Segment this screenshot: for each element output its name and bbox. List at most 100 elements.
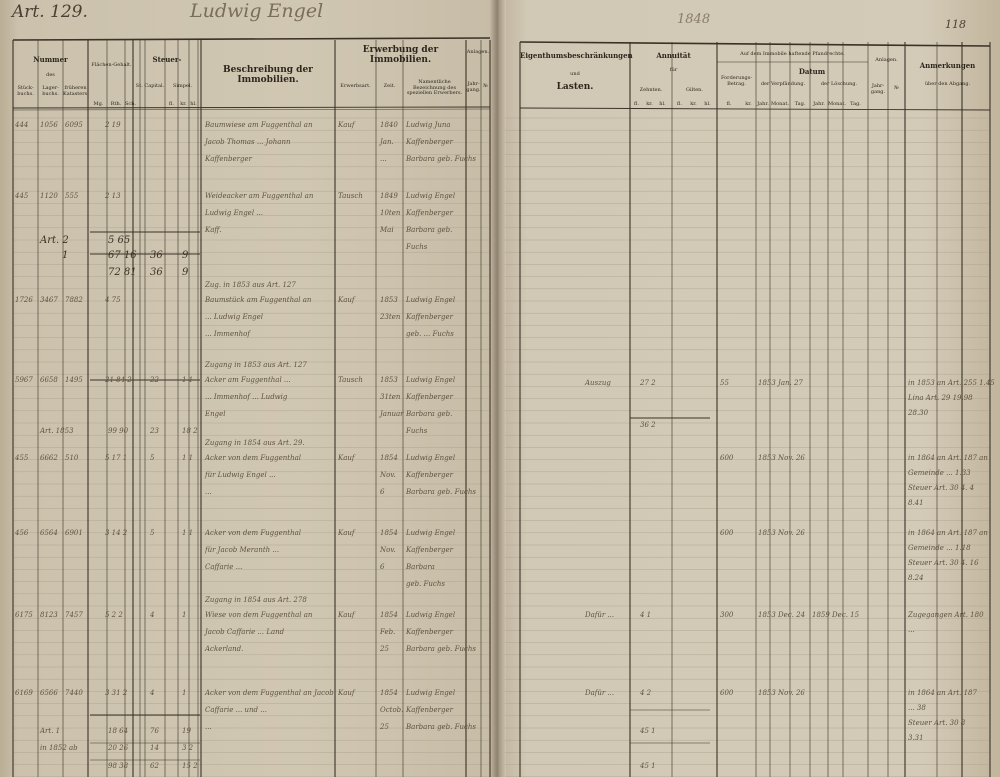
subtotal-label: in 1852 ab bbox=[40, 744, 78, 752]
stueckbuch-number: 455 bbox=[15, 454, 29, 462]
zeit-header: Zeit. bbox=[383, 83, 396, 89]
erwerber-line: Barbara geb. Fuchs bbox=[406, 723, 477, 731]
zeit-value: 6 bbox=[380, 563, 385, 571]
subtotal-simpel: 9 bbox=[182, 250, 189, 261]
annuitaet-header: Annuität bbox=[656, 51, 691, 60]
zugang-note: Zugang in 1854 aus Art. 278 bbox=[205, 596, 307, 604]
erwerber-line: Ludwig Juna bbox=[406, 121, 451, 129]
erwerber-line: Barbara bbox=[406, 563, 435, 571]
loesch-date-unit: Jahr. bbox=[813, 101, 825, 107]
lagerbuch-number: 6658 bbox=[40, 376, 58, 384]
kataster-number: 7440 bbox=[65, 689, 83, 697]
zeit-value: 1854 bbox=[380, 689, 398, 697]
beschreibung-line: Baumwiese am Fuggenthal an bbox=[205, 121, 313, 129]
erwerber-line: Fuchs bbox=[406, 243, 428, 251]
flaeche-unit: Mg. bbox=[93, 101, 104, 107]
lasten-value: Auszug bbox=[585, 379, 611, 387]
zeit-value: 1849 bbox=[380, 192, 398, 200]
anmerkung-line: 8.41 bbox=[908, 499, 924, 507]
beschreibung-line: Jacob Caffarie ... Land bbox=[205, 628, 285, 636]
kataster-number: 510 bbox=[65, 454, 79, 462]
nr-header: № bbox=[483, 83, 488, 89]
anlagen-header: Anlagen. bbox=[875, 57, 898, 63]
flaechen-gehalt-header: Flächen-Gehalt. bbox=[91, 62, 132, 68]
lagerbuch-number: 6564 bbox=[40, 529, 58, 537]
kataster-number: 6095 bbox=[65, 121, 83, 129]
anmerkung-line: Zugegangen Art. 180 bbox=[908, 611, 984, 619]
anmerkung-line: 3.31 bbox=[908, 734, 924, 742]
erwerber-header: Namentliche Bezeichnung des speziellen E… bbox=[406, 79, 463, 96]
erwerber-line: Kaffenberger bbox=[406, 471, 453, 479]
simpel-unit: hl. bbox=[190, 101, 197, 107]
steuer-capital-value: 4 bbox=[150, 611, 155, 619]
subtotal-steuer: 62 bbox=[150, 762, 159, 770]
pfandrechte-header: Auf dem Immobile haftende Pfandrechte. bbox=[740, 51, 845, 57]
st-capital-header: St. Capital. bbox=[135, 83, 165, 89]
stueckbuch-header: Stück-buchs. bbox=[17, 85, 34, 97]
right-ledger-page: 1848 118 bbox=[497, 0, 1000, 777]
zeit-value: ... bbox=[380, 155, 387, 163]
erwerber-line: Kaffenberger bbox=[406, 138, 453, 146]
zeit-value: 25 bbox=[380, 723, 389, 731]
zeit-value: 1840 bbox=[380, 121, 398, 129]
lagerbuch-number: 6662 bbox=[40, 454, 58, 462]
subtotal-steuer: 36 bbox=[150, 267, 163, 278]
simpel-value: 1 1 bbox=[182, 454, 194, 462]
rule-line bbox=[519, 107, 991, 111]
rule-line bbox=[12, 108, 491, 111]
flaeche-unit: Rth. bbox=[110, 101, 122, 107]
flaechen-gehalt-value: 4 75 bbox=[105, 296, 121, 304]
erwerber-line: Kaffenberger bbox=[406, 546, 453, 554]
flaechen-gehalt-value: 2 13 bbox=[105, 192, 121, 200]
top-note: 1848 bbox=[677, 12, 711, 27]
erwerber-line: Kaffenberger bbox=[406, 628, 453, 636]
erwerber-line: Kaffenberger bbox=[406, 706, 453, 714]
lasten-value: Dafür ... bbox=[585, 611, 615, 619]
verpfaendung-date: 1853 Jan. 27 bbox=[758, 379, 803, 387]
lasten-title-header: Eigenthumsbeschränkungen bbox=[520, 51, 633, 60]
beschreibung-line: Weideacker am Fuggenthal an bbox=[205, 192, 314, 200]
loeschung-header: der Löschung. bbox=[820, 81, 858, 87]
subtotal-simpel: 9 bbox=[182, 267, 189, 278]
zeit-value: Nov. bbox=[380, 546, 396, 554]
rule-line bbox=[519, 41, 991, 47]
erwerber-line: Ludwig Engel bbox=[406, 192, 456, 200]
erwerbsart-value: Kauf bbox=[338, 121, 355, 129]
erwerbsart-value: Kauf bbox=[338, 454, 355, 462]
stueckbuch-number: 456 bbox=[15, 529, 29, 537]
anmerkung-line: in 1853 an Art. 255 1.45 bbox=[908, 379, 995, 387]
zeit-value: Nov. bbox=[380, 471, 396, 479]
page-number: 118 bbox=[945, 18, 966, 31]
datum-header: Datum bbox=[798, 67, 826, 76]
loesch-date-unit: Tag. bbox=[850, 101, 861, 107]
zugang-note: Zug. in 1853 aus Art. 127 bbox=[205, 281, 296, 289]
anmerkung-line: in 1864 an Art. 187 an bbox=[908, 454, 988, 462]
beschreibung-line: für Jacob Meranth ... bbox=[205, 546, 280, 554]
beschreibung-line: Kaff. bbox=[205, 226, 222, 234]
rule-line bbox=[12, 106, 491, 109]
zeit-value: 31ten bbox=[380, 393, 401, 401]
anmerkung-line: in 1864 an Art. 187 bbox=[908, 689, 977, 697]
simpel-unit: fl. bbox=[169, 101, 174, 107]
steuer-header: Steuer- bbox=[152, 55, 182, 64]
anmerkung-line: Steuer Art. 30 4. 4 bbox=[908, 484, 975, 492]
beschreibung-line: Jacob Thomas ... Johann bbox=[205, 138, 291, 146]
subtotal-steuer: 36 bbox=[150, 250, 163, 261]
zehnten-unit: hl. bbox=[659, 101, 666, 107]
steuer-capital-value: 22 bbox=[150, 376, 159, 384]
steuer-capital-value: 5 bbox=[150, 454, 155, 462]
erwerbsart-value: Kauf bbox=[338, 689, 355, 697]
subtotal-simpel: 19 bbox=[182, 727, 191, 735]
stueckbuch-number: 6175 bbox=[15, 611, 33, 619]
annuitaet-value: 45 1 bbox=[640, 762, 656, 770]
erwerbsart-value: Kauf bbox=[338, 529, 355, 537]
verpfaendung-date: 1853 Dec. 24 bbox=[758, 611, 806, 619]
simpel-unit: kr. bbox=[180, 101, 187, 107]
anmerkung-line: in 1864 an Art. 187 an bbox=[908, 529, 988, 537]
lagerbuch-number: 1120 bbox=[40, 192, 58, 200]
erwerber-line: Kaffenberger bbox=[406, 313, 453, 321]
anmerkung-line: Gemeinde ... 1.33 bbox=[908, 469, 971, 477]
erwerber-line: geb. ... Fuchs bbox=[406, 330, 454, 338]
erwerber-line: Kaffenberger bbox=[406, 393, 453, 401]
